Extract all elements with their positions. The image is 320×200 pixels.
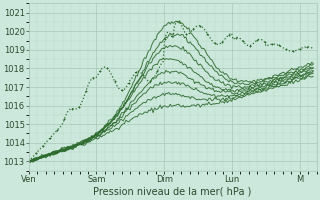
X-axis label: Pression niveau de la mer( hPa ): Pression niveau de la mer( hPa ) xyxy=(93,187,252,197)
